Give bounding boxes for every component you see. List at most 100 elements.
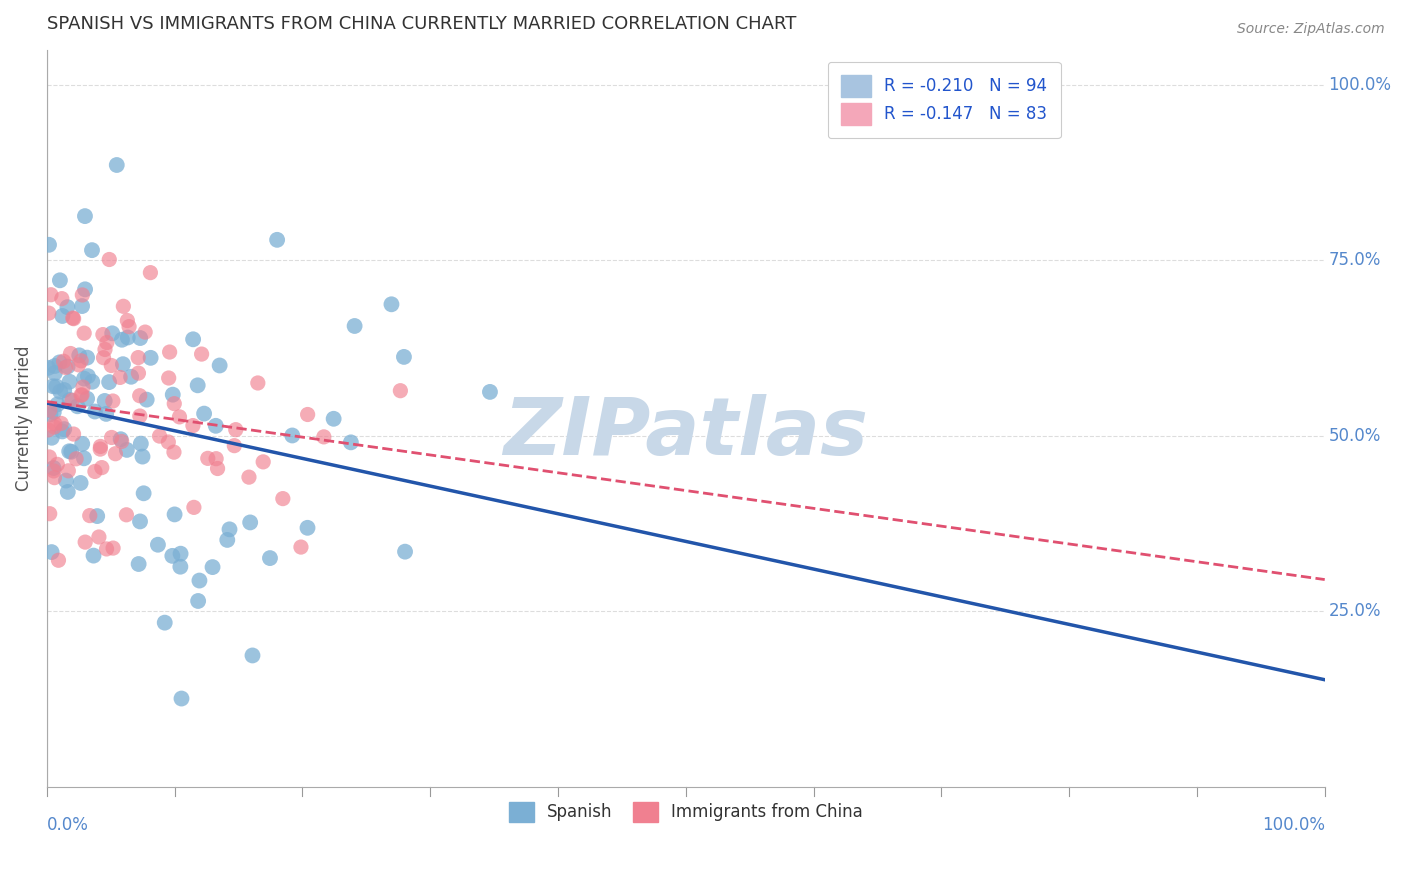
Point [53, 383, 76, 397]
Point [266, 233, 288, 247]
Point [120, 369, 142, 384]
Point [53, 422, 76, 436]
Point [62, 311, 84, 326]
Point [70, 353, 93, 368]
Point [100, 430, 122, 444]
Point [148, 429, 170, 443]
Point [82, 375, 104, 389]
Point [101, 394, 124, 409]
Point [42, 464, 65, 478]
Point [96, 335, 118, 350]
Point [259, 551, 281, 566]
Point [242, 648, 264, 663]
Point [76, 392, 98, 406]
Point [49, 417, 72, 431]
Point [163, 445, 186, 459]
Point [59, 392, 82, 407]
Point [139, 266, 162, 280]
Point [70, 437, 93, 451]
Point [98, 252, 121, 267]
Point [101, 326, 124, 341]
Point [56, 359, 79, 374]
Text: 25.0%: 25.0% [1329, 602, 1381, 621]
Point [96, 407, 118, 421]
Point [52, 354, 75, 368]
Point [129, 436, 152, 450]
Point [37, 360, 59, 375]
Point [62, 311, 84, 326]
Point [37, 423, 59, 437]
Point [163, 397, 186, 411]
Point [117, 330, 139, 344]
Point [41, 431, 63, 445]
Point [44, 470, 66, 484]
Point [39, 407, 62, 421]
Text: 100.0%: 100.0% [1329, 76, 1392, 94]
Point [132, 486, 155, 500]
Point [225, 423, 247, 437]
Point [65, 451, 87, 466]
Point [380, 297, 402, 311]
Point [49, 273, 72, 287]
Point [115, 508, 138, 522]
Point [238, 470, 260, 484]
Point [60, 444, 83, 458]
Point [86, 509, 108, 524]
Point [101, 541, 124, 555]
Point [217, 533, 239, 547]
Point [72, 380, 94, 394]
Point [77, 369, 100, 384]
Point [58, 464, 80, 478]
Point [252, 455, 274, 469]
Point [42, 461, 65, 475]
Point [44, 420, 66, 434]
Point [134, 325, 156, 339]
Point [290, 540, 312, 554]
Point [96, 541, 118, 556]
Point [38, 306, 60, 320]
Point [42, 405, 65, 419]
Point [281, 428, 304, 442]
Point [246, 376, 269, 390]
Text: Source: ZipAtlas.com: Source: ZipAtlas.com [1237, 22, 1385, 37]
Point [112, 299, 135, 313]
Point [297, 408, 319, 422]
Point [56, 300, 79, 314]
Point [135, 392, 157, 407]
Point [41, 545, 63, 559]
Point [38, 403, 60, 417]
Point [55, 474, 77, 488]
Point [117, 313, 139, 327]
Point [129, 515, 152, 529]
Point [46, 397, 69, 411]
Point [169, 559, 191, 574]
Point [340, 435, 363, 450]
Point [159, 345, 181, 359]
Point [93, 393, 115, 408]
Point [73, 371, 96, 385]
Point [70, 299, 93, 313]
Point [193, 407, 215, 421]
Point [44, 417, 66, 431]
Point [163, 508, 186, 522]
Point [139, 351, 162, 365]
Point [39, 287, 62, 301]
Point [110, 432, 132, 446]
Point [197, 451, 219, 466]
Point [91, 327, 114, 342]
Point [58, 444, 80, 458]
Point [389, 384, 412, 398]
Point [56, 485, 79, 500]
Point [312, 430, 335, 444]
Point [187, 594, 209, 608]
Point [239, 516, 262, 530]
Point [127, 351, 149, 365]
Legend: Spanish, Immigrants from China: Spanish, Immigrants from China [501, 793, 872, 830]
Point [181, 418, 204, 433]
Point [181, 332, 204, 346]
Point [129, 331, 152, 345]
Point [208, 359, 231, 373]
Point [60, 393, 83, 408]
Point [169, 409, 191, 424]
Text: 100.0%: 100.0% [1261, 816, 1324, 834]
